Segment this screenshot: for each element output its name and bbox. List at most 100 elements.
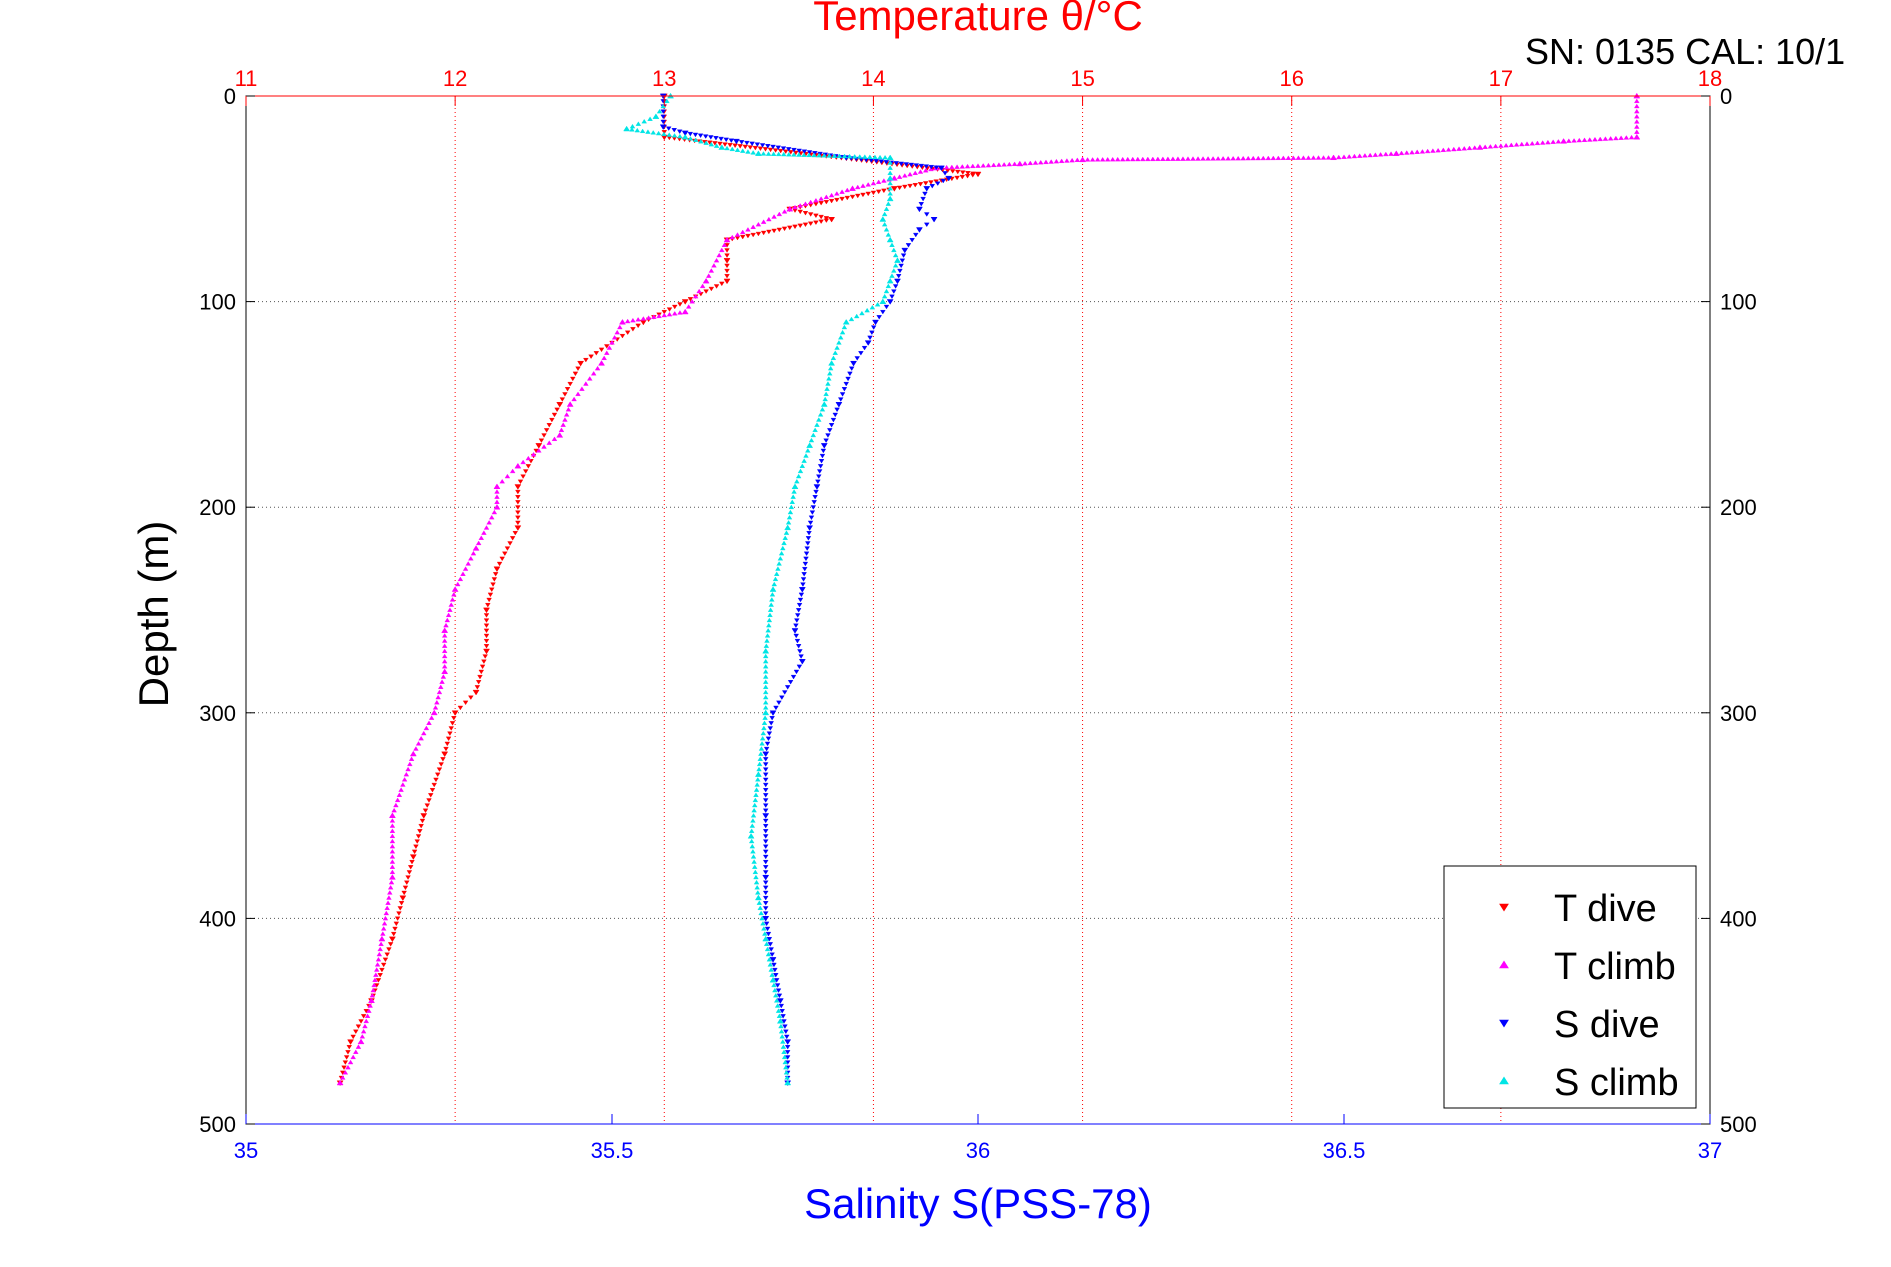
sample-marker-t-dive	[486, 597, 492, 603]
sample-marker-t-climb	[536, 448, 542, 453]
sample-marker-t-dive	[418, 824, 424, 829]
sample-marker-t-climb	[828, 192, 835, 198]
sample-marker-s-dive	[810, 505, 817, 510]
sample-marker-s-climb	[760, 730, 767, 736]
sample-marker-t-climb	[823, 194, 830, 199]
sample-marker-t-dive	[823, 218, 830, 223]
sample-marker-t-climb	[1310, 155, 1317, 160]
sample-marker-t-climb	[530, 451, 537, 457]
sample-marker-t-climb	[441, 648, 448, 653]
sample-marker-t-climb	[666, 311, 673, 317]
sample-marker-s-dive	[762, 885, 769, 891]
sample-marker-s-dive	[775, 988, 782, 993]
sample-marker-s-climb	[805, 448, 811, 453]
sample-marker-t-dive	[551, 412, 558, 418]
sample-marker-s-dive	[671, 128, 677, 133]
sample-marker-t-climb	[1058, 158, 1065, 163]
sample-marker-s-climb	[881, 221, 888, 227]
sample-marker-s-climb	[862, 154, 868, 159]
sample-marker-t-dive	[485, 602, 491, 608]
sample-marker-t-dive	[478, 669, 485, 675]
sample-marker-t-dive	[583, 357, 589, 363]
sample-marker-s-climb	[739, 148, 746, 153]
sample-marker-t-dive	[807, 212, 814, 217]
sample-marker-s-dive	[776, 993, 783, 999]
sample-marker-t-dive	[970, 173, 976, 178]
sample-marker-t-climb	[760, 219, 767, 224]
sample-marker-t-climb	[1571, 138, 1577, 143]
sample-marker-t-dive	[462, 700, 469, 706]
data-point-s-climb	[652, 113, 660, 119]
sample-marker-s-dive	[809, 510, 816, 515]
sample-marker-s-climb	[882, 154, 888, 160]
data-point-t-climb	[556, 432, 564, 438]
sample-marker-s-climb	[671, 133, 678, 138]
data-point-s-dive	[915, 206, 923, 213]
sample-marker-t-climb	[428, 715, 435, 720]
sample-marker-t-dive	[828, 198, 835, 204]
data-point-s-dive	[732, 138, 740, 145]
data-point-t-climb	[472, 545, 480, 551]
sample-marker-t-climb	[370, 987, 376, 993]
sample-marker-t-dive	[562, 392, 568, 397]
sample-marker-s-climb	[749, 823, 756, 828]
sample-marker-t-climb	[860, 183, 866, 188]
sample-marker-t-climb	[560, 422, 566, 427]
sample-marker-t-climb	[1315, 155, 1322, 160]
sample-marker-t-dive	[451, 716, 457, 721]
sample-marker-t-dive	[732, 143, 738, 149]
sample-marker-s-climb	[753, 787, 760, 792]
sample-marker-s-climb	[762, 694, 769, 700]
sample-marker-t-climb	[912, 170, 919, 175]
sample-marker-t-dive	[839, 196, 845, 202]
sample-marker-s-dive	[794, 618, 800, 623]
sample-marker-s-dive	[762, 880, 769, 885]
sample-marker-t-climb	[1482, 144, 1488, 149]
data-point-t-climb	[1392, 150, 1400, 156]
sample-marker-s-climb	[772, 987, 778, 993]
sample-marker-t-dive	[449, 721, 456, 726]
sample-marker-s-climb	[834, 345, 840, 350]
data-point-t-dive	[974, 171, 982, 178]
sample-marker-s-climb	[641, 118, 647, 124]
sample-marker-t-climb	[1576, 137, 1583, 143]
sample-marker-t-dive	[767, 147, 774, 153]
data-point-t-dive	[409, 854, 417, 860]
depth-tick-label-left: 300	[199, 701, 236, 726]
sample-marker-s-climb	[750, 150, 756, 155]
sample-marker-t-climb	[373, 972, 379, 977]
sample-marker-s-dive	[848, 366, 855, 371]
sample-marker-t-climb	[1435, 147, 1441, 153]
sample-marker-t-dive	[404, 880, 410, 885]
data-point-t-climb	[493, 504, 501, 510]
sample-marker-s-dive	[908, 162, 915, 168]
sample-marker-s-dive	[762, 818, 769, 824]
sample-marker-s-dive	[839, 392, 846, 397]
sample-marker-t-climb	[457, 576, 464, 582]
sample-marker-s-dive	[812, 495, 818, 500]
sample-marker-t-climb	[441, 638, 448, 643]
sample-marker-t-climb	[1084, 157, 1091, 162]
sample-marker-s-dive	[762, 849, 769, 855]
sample-marker-t-climb	[445, 612, 452, 618]
sample-marker-t-dive	[724, 274, 730, 279]
sample-marker-s-climb	[783, 530, 790, 535]
sample-marker-t-climb	[499, 478, 505, 484]
sample-marker-s-climb	[864, 307, 870, 313]
sample-marker-t-climb	[1388, 151, 1394, 156]
sample-marker-s-dive	[898, 263, 904, 269]
sample-marker-s-dive	[660, 119, 667, 125]
data-point-t-climb	[1330, 154, 1337, 161]
sample-marker-t-climb	[587, 376, 593, 381]
sample-marker-s-dive	[834, 407, 840, 413]
sample-marker-t-climb	[656, 313, 662, 319]
data-point-t-dive	[420, 813, 428, 819]
sample-marker-s-climb	[757, 756, 763, 761]
sample-marker-t-climb	[342, 1070, 349, 1075]
sample-marker-s-dive	[784, 1034, 790, 1040]
sample-marker-t-climb	[441, 643, 448, 648]
data-point-s-climb	[784, 524, 792, 531]
sample-marker-s-dive	[780, 1014, 786, 1019]
sample-marker-t-climb	[441, 633, 448, 638]
sample-marker-s-climb	[816, 417, 822, 422]
